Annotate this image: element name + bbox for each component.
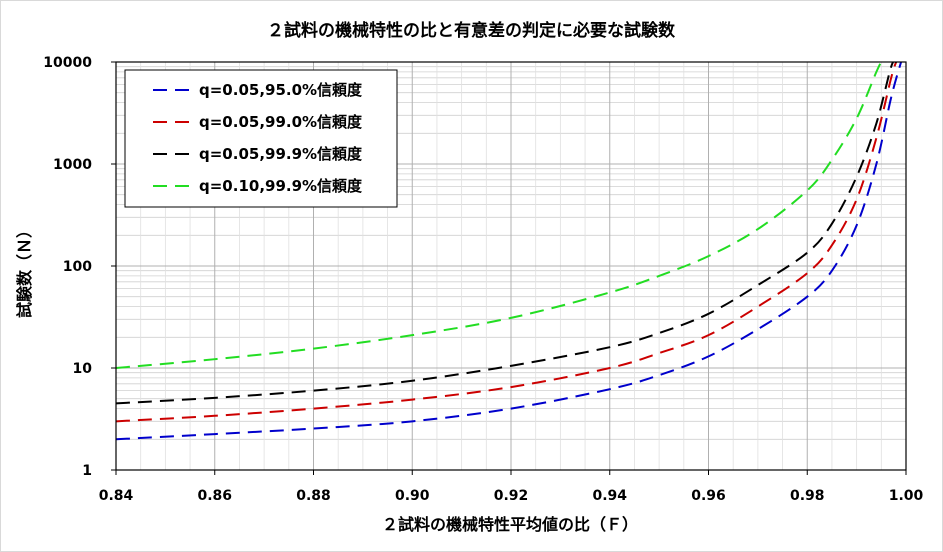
x-tick-label: 0.92 <box>494 488 529 504</box>
y-axis-label: 試験数（Ｎ） <box>15 222 34 318</box>
y-tick-label: 100 <box>63 259 92 275</box>
x-tick-label: 1.00 <box>889 488 924 504</box>
x-tick-label: 0.96 <box>691 488 726 504</box>
y-tick-label: 10 <box>73 361 93 377</box>
legend-label-2: q=0.05,99.0%信頼度 <box>199 113 363 131</box>
legend-label-4: q=0.10,99.9%信頼度 <box>199 177 363 195</box>
x-tick-label: 0.94 <box>592 488 627 504</box>
x-tick-label: 0.88 <box>296 488 331 504</box>
y-tick-label: 1000 <box>53 157 92 173</box>
x-axis-label: ２試料の機械特性平均値の比（Ｆ） <box>382 515 638 534</box>
x-tick-label: 0.98 <box>790 488 825 504</box>
plot-border <box>115 61 907 471</box>
x-tick-label: 0.90 <box>395 488 430 504</box>
y-tick-label: 1 <box>82 463 92 479</box>
x-tick-label: 0.86 <box>197 488 232 504</box>
x-tick-label: 0.84 <box>99 488 134 504</box>
series-line-1 <box>116 62 903 441</box>
chart-title: ２試料の機械特性の比と有意差の判定に必要な試験数 <box>267 20 676 41</box>
legend-label-1: q=0.05,95.0%信頼度 <box>199 81 363 99</box>
y-tick-label: 10000 <box>43 55 92 71</box>
legend-box <box>124 69 398 208</box>
series-line-4 <box>116 62 883 369</box>
plot-area: 0.84 0.86 0.88 0.90 0.92 0.94 0.96 0.98 1.00 1 10 1… <box>43 55 923 504</box>
series-line-3 <box>116 62 898 405</box>
legend-label-3: q=0.05,99.9%信頼度 <box>199 145 363 163</box>
series-line-2 <box>116 62 898 423</box>
